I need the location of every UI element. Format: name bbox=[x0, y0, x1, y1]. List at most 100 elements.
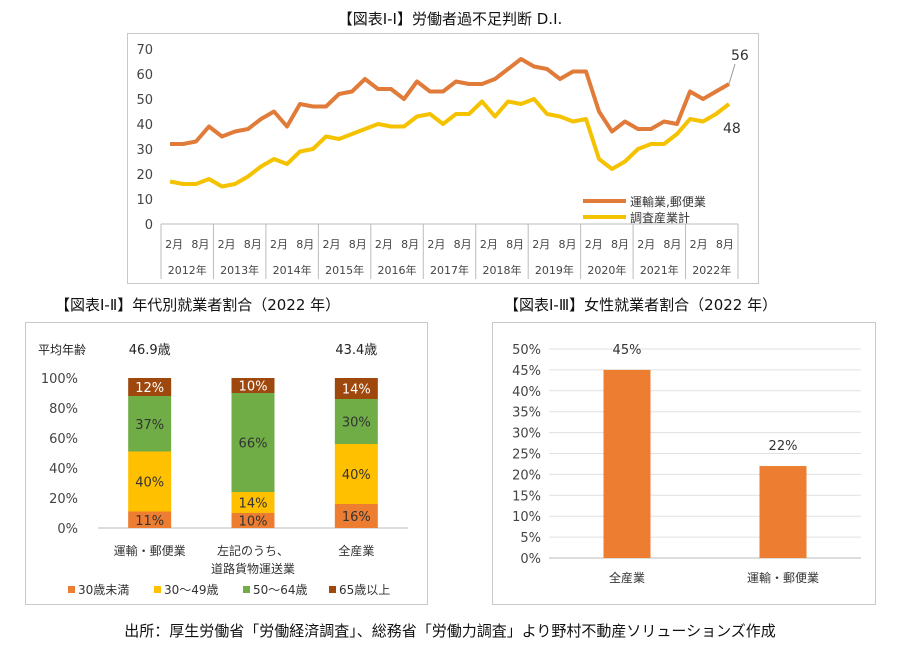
category-label: 運輸・郵便業 bbox=[114, 543, 186, 558]
avg-age-value: 43.4歳 bbox=[335, 343, 377, 358]
x-tick-label: 2月 bbox=[585, 238, 603, 251]
y-tick-label: 100% bbox=[41, 372, 78, 387]
bar-segment bbox=[128, 511, 172, 528]
year-label: 2022年 bbox=[692, 263, 731, 277]
legend-label-2: 30～49歳 bbox=[164, 583, 219, 597]
year-label: 2018年 bbox=[482, 263, 521, 277]
y-tick-label: 40 bbox=[136, 118, 153, 133]
y-tick-label: 10 bbox=[136, 193, 153, 208]
y-tick-label: 20% bbox=[49, 492, 78, 507]
y-tick-label: 5% bbox=[520, 531, 541, 546]
data-label: 16% bbox=[342, 510, 371, 525]
bar-segment bbox=[334, 378, 378, 399]
legend-swatch-3 bbox=[243, 586, 250, 593]
bar-segment bbox=[128, 396, 172, 452]
data-label: 45% bbox=[613, 343, 642, 358]
y-tick-label: 50 bbox=[136, 93, 153, 108]
bar bbox=[759, 466, 807, 558]
y-tick-label: 25% bbox=[512, 448, 541, 463]
data-label: 30% bbox=[342, 416, 371, 431]
x-tick-label: 8月 bbox=[191, 238, 209, 251]
legend-swatch-1 bbox=[68, 586, 75, 593]
x-tick-label: 8月 bbox=[611, 238, 629, 251]
x-tick-label: 8月 bbox=[716, 238, 734, 251]
x-tick-label: 8月 bbox=[454, 238, 472, 251]
y-tick-label: 15% bbox=[512, 489, 541, 504]
data-label: 37% bbox=[135, 418, 164, 433]
legend-label-1: 30歳未満 bbox=[78, 583, 129, 597]
series-line-1 bbox=[170, 57, 730, 146]
year-label: 2013年 bbox=[220, 263, 259, 277]
bar-segment bbox=[334, 399, 378, 444]
year-label: 2014年 bbox=[273, 263, 312, 277]
chart1-panel: 0 10 20 30 40 50 60 70 2月 8月 2月 8月 2月 8月 2月 8月 2月 8月 2月 8月 2… bbox=[127, 33, 759, 284]
source-footer: 出所：厚生労働省「労働経済調査」、総務省「労働力調査」より野村不動産ソリューショ… bbox=[124, 622, 776, 640]
end-label-leader bbox=[728, 63, 736, 85]
bar-segment bbox=[231, 513, 275, 528]
chart2-panel: 0% 20% 40% 60% 80% 100% 平均年齢 11% 40% 37% 12% 46.9歳運… bbox=[25, 322, 428, 605]
y-tick-label: 0% bbox=[57, 522, 78, 537]
avg-age-value: 46.9歳 bbox=[129, 343, 171, 358]
data-label: 40% bbox=[342, 468, 371, 483]
data-label: 22% bbox=[769, 439, 798, 454]
y-tick-label: 40% bbox=[49, 462, 78, 477]
chart3-panel: 0% 5% 10% 15% 20% 25% 30% 35% 40% 45% 50% 45% 全産業 22%… bbox=[492, 322, 876, 605]
end-label-series-2: 48 bbox=[723, 121, 741, 137]
data-label: 66% bbox=[239, 437, 268, 452]
legend-label-1: 運輸業,郵便業 bbox=[630, 194, 706, 209]
end-label-series-1: 56 bbox=[731, 48, 749, 64]
y-tick-label: 60 bbox=[136, 68, 153, 83]
bar-segment bbox=[334, 504, 378, 528]
category-label: 左記のうち、 bbox=[217, 543, 289, 558]
x-tick-label: 8月 bbox=[349, 238, 367, 251]
x-tick-label: 2月 bbox=[270, 238, 288, 251]
avg-age-label: 平均年齢 bbox=[38, 342, 86, 357]
x-tick-label: 2月 bbox=[427, 238, 445, 251]
data-label: 12% bbox=[135, 381, 164, 396]
series-line-2 bbox=[169, 97, 731, 189]
year-label: 2020年 bbox=[587, 263, 626, 277]
legend-label-4: 65歳以上 bbox=[339, 583, 390, 597]
y-tick-label: 10% bbox=[512, 510, 541, 525]
x-tick-label: 2月 bbox=[690, 238, 708, 251]
x-tick-label: 8月 bbox=[663, 238, 681, 251]
y-tick-label: 0 bbox=[145, 218, 153, 233]
data-label: 10% bbox=[239, 380, 268, 395]
bar bbox=[603, 369, 651, 558]
x-tick-label: 2月 bbox=[218, 238, 236, 251]
data-label: 14% bbox=[239, 497, 268, 512]
y-tick-label: 0% bbox=[520, 552, 541, 567]
category-label: 全産業 bbox=[338, 543, 374, 558]
x-tick-label: 2月 bbox=[637, 238, 655, 251]
y-tick-label: 70 bbox=[136, 43, 153, 58]
x-tick-label: 2月 bbox=[532, 238, 550, 251]
chart2-title: 【図表Ⅰ-Ⅱ】年代別就業者割合（2022 年） bbox=[55, 296, 341, 314]
x-tick-label: 2月 bbox=[165, 238, 183, 251]
x-tick-label: 2月 bbox=[375, 238, 393, 251]
y-tick-label: 40% bbox=[512, 385, 541, 400]
y-tick-label: 20% bbox=[512, 468, 541, 483]
y-tick-label: 45% bbox=[512, 364, 541, 379]
bar-segment bbox=[334, 444, 378, 504]
legend-label-3: 50～64歳 bbox=[253, 583, 308, 597]
y-tick-label: 80% bbox=[49, 402, 78, 417]
category-label: 道路貨物運送業 bbox=[211, 561, 295, 576]
y-tick-label: 50% bbox=[512, 343, 541, 358]
line-chart: 0 10 20 30 40 50 60 70 2月 8月 2月 8月 2月 8月 2月 8月 2月 8月 2月 8月 2… bbox=[136, 43, 749, 279]
y-tick-label: 20 bbox=[136, 168, 153, 183]
year-label: 2021年 bbox=[640, 263, 679, 277]
data-label: 40% bbox=[135, 476, 164, 491]
year-label: 2017年 bbox=[430, 263, 469, 277]
bar-segment bbox=[231, 378, 275, 393]
year-label: 2016年 bbox=[378, 263, 417, 277]
year-label: 2012年 bbox=[168, 263, 207, 277]
x-tick-label: 2月 bbox=[322, 238, 340, 251]
x-tick-label: 8月 bbox=[244, 238, 262, 251]
data-label: 10% bbox=[239, 515, 268, 530]
chart1-title: 【図表Ⅰ-Ⅰ】労働者過不足判断 D.I. bbox=[337, 10, 563, 28]
data-label: 14% bbox=[342, 383, 371, 398]
stacked-bar-chart: 0% 20% 40% 60% 80% 100% 平均年齢 11% 40% 37% 12% 46.9歳運… bbox=[38, 342, 408, 597]
legend-swatch-2 bbox=[154, 586, 161, 593]
year-label: 2019年 bbox=[535, 263, 574, 277]
category-label: 運輸・郵便業 bbox=[747, 570, 819, 585]
